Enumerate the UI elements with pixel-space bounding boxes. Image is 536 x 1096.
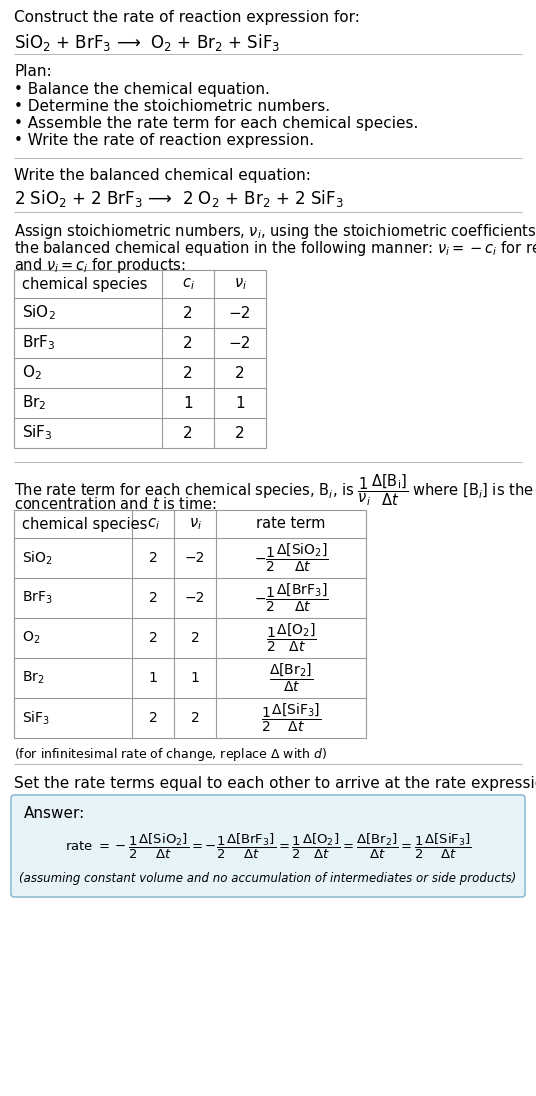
Text: Answer:: Answer: bbox=[24, 806, 85, 821]
Text: $\dfrac{\Delta[\mathrm{Br_2}]}{\Delta t}$: $\dfrac{\Delta[\mathrm{Br_2}]}{\Delta t}… bbox=[269, 662, 313, 694]
Text: $\nu_i$: $\nu_i$ bbox=[189, 516, 202, 532]
Text: Set the rate terms equal to each other to arrive at the rate expression:: Set the rate terms equal to each other t… bbox=[14, 776, 536, 791]
Text: The rate term for each chemical species, B$_i$, is $\dfrac{1}{\nu_i}\dfrac{\Delt: The rate term for each chemical species,… bbox=[14, 472, 536, 507]
Text: • Determine the stoichiometric numbers.: • Determine the stoichiometric numbers. bbox=[14, 99, 330, 114]
Text: 2: 2 bbox=[183, 306, 193, 320]
Text: • Write the rate of reaction expression.: • Write the rate of reaction expression. bbox=[14, 133, 314, 148]
Text: • Assemble the rate term for each chemical species.: • Assemble the rate term for each chemic… bbox=[14, 116, 419, 132]
Text: and $\nu_i = c_i$ for products:: and $\nu_i = c_i$ for products: bbox=[14, 256, 186, 275]
Text: 2: 2 bbox=[148, 711, 158, 724]
Text: −2: −2 bbox=[185, 591, 205, 605]
Text: Br$_2$: Br$_2$ bbox=[22, 670, 44, 686]
Text: $-\dfrac{1}{2}\dfrac{\Delta[\mathrm{BrF_3}]}{\Delta t}$: $-\dfrac{1}{2}\dfrac{\Delta[\mathrm{BrF_… bbox=[254, 582, 328, 614]
Bar bbox=[14, 270, 266, 448]
Text: 1: 1 bbox=[235, 396, 245, 411]
Text: rate $= -\dfrac{1}{2}\dfrac{\Delta[\mathrm{SiO_2}]}{\Delta t} = $$-\dfrac{1}{2}\: rate $= -\dfrac{1}{2}\dfrac{\Delta[\math… bbox=[64, 832, 472, 861]
Text: 2 SiO$_2$ + 2 BrF$_3$ ⟶  2 O$_2$ + Br$_2$ + 2 SiF$_3$: 2 SiO$_2$ + 2 BrF$_3$ ⟶ 2 O$_2$ + Br$_2$… bbox=[14, 189, 344, 209]
Text: $c_i$: $c_i$ bbox=[182, 276, 195, 292]
Text: 2: 2 bbox=[235, 425, 245, 441]
Text: O$_2$: O$_2$ bbox=[22, 630, 40, 647]
Text: 2: 2 bbox=[191, 631, 199, 646]
Text: SiO$_2$: SiO$_2$ bbox=[22, 549, 53, 567]
Text: SiO$_2$ + BrF$_3$ ⟶  O$_2$ + Br$_2$ + SiF$_3$: SiO$_2$ + BrF$_3$ ⟶ O$_2$ + Br$_2$ + SiF… bbox=[14, 32, 280, 53]
Text: 2: 2 bbox=[183, 335, 193, 351]
Text: 2: 2 bbox=[183, 365, 193, 380]
Text: 2: 2 bbox=[148, 591, 158, 605]
Text: 2: 2 bbox=[148, 551, 158, 566]
Bar bbox=[14, 510, 366, 738]
Text: concentration and $t$ is time:: concentration and $t$ is time: bbox=[14, 496, 217, 512]
Text: $c_i$: $c_i$ bbox=[146, 516, 159, 532]
Text: 2: 2 bbox=[148, 631, 158, 646]
Text: O$_2$: O$_2$ bbox=[22, 364, 42, 383]
Text: chemical species: chemical species bbox=[22, 276, 147, 292]
Text: Plan:: Plan: bbox=[14, 64, 51, 79]
Text: SiF$_3$: SiF$_3$ bbox=[22, 424, 53, 443]
Text: Assign stoichiometric numbers, $\nu_i$, using the stoichiometric coefficients, $: Assign stoichiometric numbers, $\nu_i$, … bbox=[14, 222, 536, 241]
FancyBboxPatch shape bbox=[11, 795, 525, 897]
Text: Construct the rate of reaction expression for:: Construct the rate of reaction expressio… bbox=[14, 10, 360, 25]
Text: Br$_2$: Br$_2$ bbox=[22, 393, 47, 412]
Text: 1: 1 bbox=[183, 396, 193, 411]
Text: 2: 2 bbox=[183, 425, 193, 441]
Text: BrF$_3$: BrF$_3$ bbox=[22, 590, 53, 606]
Text: SiF$_3$: SiF$_3$ bbox=[22, 709, 50, 727]
Text: 2: 2 bbox=[235, 365, 245, 380]
Text: 1: 1 bbox=[148, 671, 158, 685]
Text: −2: −2 bbox=[229, 306, 251, 320]
Text: −2: −2 bbox=[185, 551, 205, 566]
Text: rate term: rate term bbox=[256, 516, 326, 532]
Text: 1: 1 bbox=[191, 671, 199, 685]
Text: $\dfrac{1}{2}\dfrac{\Delta[\mathrm{SiF_3}]}{\Delta t}$: $\dfrac{1}{2}\dfrac{\Delta[\mathrm{SiF_3… bbox=[261, 701, 321, 734]
Text: (for infinitesimal rate of change, replace Δ with $d$): (for infinitesimal rate of change, repla… bbox=[14, 746, 327, 763]
Text: BrF$_3$: BrF$_3$ bbox=[22, 333, 56, 352]
Text: the balanced chemical equation in the following manner: $\nu_i = -c_i$ for react: the balanced chemical equation in the fo… bbox=[14, 239, 536, 258]
Text: chemical species: chemical species bbox=[22, 516, 147, 532]
Text: $\nu_i$: $\nu_i$ bbox=[234, 276, 247, 292]
Text: −2: −2 bbox=[229, 335, 251, 351]
Text: (assuming constant volume and no accumulation of intermediates or side products): (assuming constant volume and no accumul… bbox=[19, 872, 517, 884]
Text: 2: 2 bbox=[191, 711, 199, 724]
Text: SiO$_2$: SiO$_2$ bbox=[22, 304, 56, 322]
Text: Write the balanced chemical equation:: Write the balanced chemical equation: bbox=[14, 168, 311, 183]
Text: • Balance the chemical equation.: • Balance the chemical equation. bbox=[14, 82, 270, 98]
Text: $\dfrac{1}{2}\dfrac{\Delta[\mathrm{O_2}]}{\Delta t}$: $\dfrac{1}{2}\dfrac{\Delta[\mathrm{O_2}]… bbox=[266, 621, 316, 654]
Text: $-\dfrac{1}{2}\dfrac{\Delta[\mathrm{SiO_2}]}{\Delta t}$: $-\dfrac{1}{2}\dfrac{\Delta[\mathrm{SiO_… bbox=[254, 541, 329, 574]
